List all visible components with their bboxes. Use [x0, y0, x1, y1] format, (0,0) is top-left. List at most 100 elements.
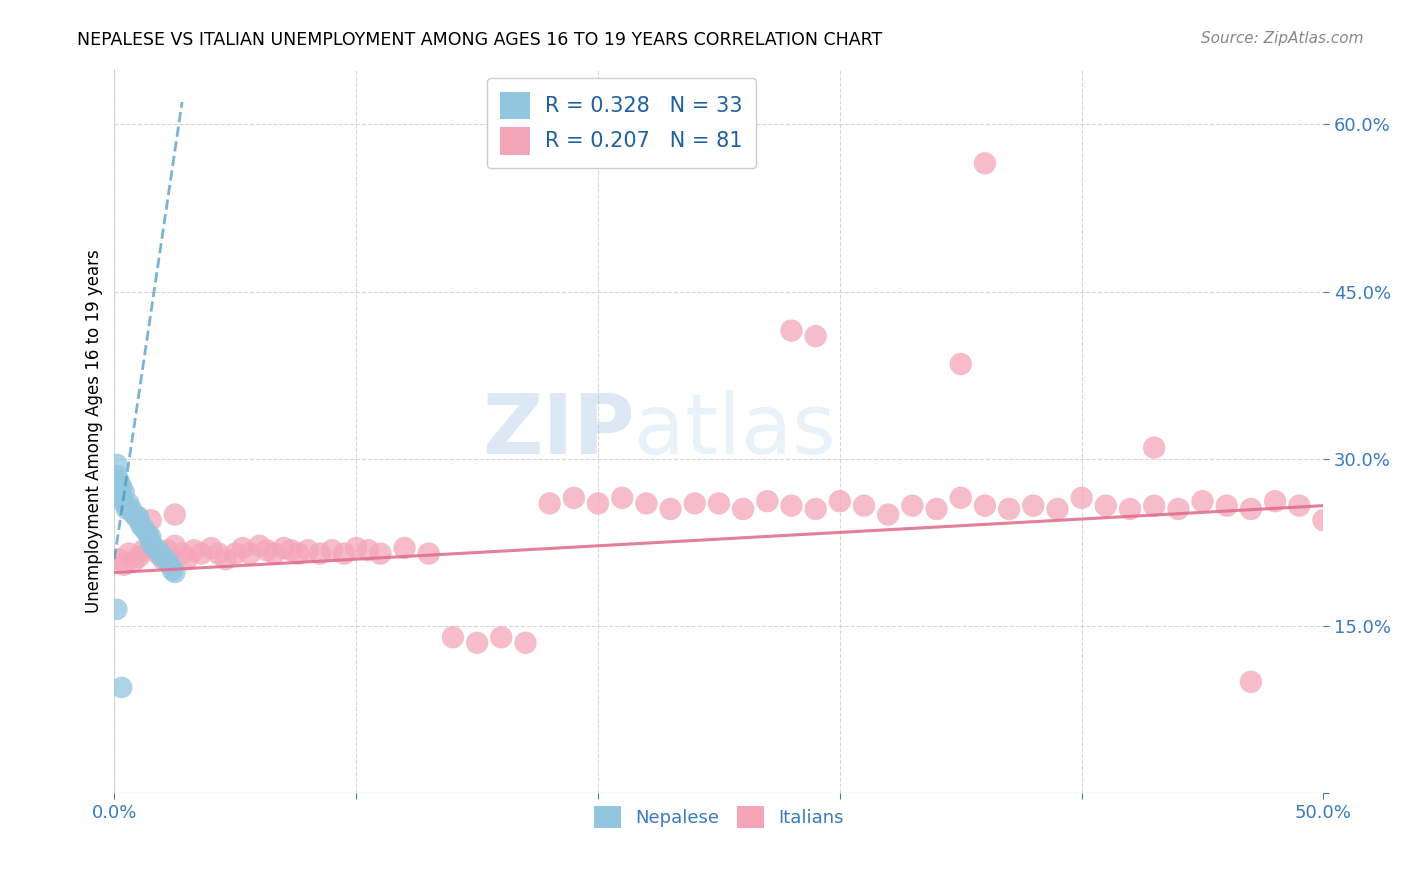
Point — [780, 324, 803, 338]
Point — [112, 485, 135, 500]
Point — [949, 491, 972, 505]
Point — [877, 508, 900, 522]
Point — [152, 549, 174, 564]
Point — [156, 543, 179, 558]
Point — [733, 502, 755, 516]
Point — [344, 541, 367, 555]
Point — [183, 543, 205, 558]
Point — [152, 552, 174, 566]
Point — [176, 552, 198, 566]
Point — [804, 329, 827, 343]
Point — [125, 509, 148, 524]
Point — [111, 681, 134, 695]
Point — [159, 558, 181, 572]
Point — [418, 547, 440, 561]
Point — [297, 543, 319, 558]
Point — [146, 543, 169, 558]
Point — [142, 539, 165, 553]
Point — [105, 458, 128, 472]
Point — [828, 494, 851, 508]
Point — [901, 499, 924, 513]
Point — [112, 558, 135, 572]
Point — [370, 547, 392, 561]
Point — [128, 549, 150, 564]
Point — [465, 636, 488, 650]
Point — [163, 539, 186, 553]
Point — [128, 509, 150, 524]
Point — [1095, 499, 1118, 513]
Text: Source: ZipAtlas.com: Source: ZipAtlas.com — [1201, 31, 1364, 46]
Point — [115, 502, 138, 516]
Point — [249, 539, 271, 553]
Point — [1215, 499, 1237, 513]
Point — [974, 499, 997, 513]
Point — [273, 541, 295, 555]
Point — [135, 524, 157, 539]
Point — [853, 499, 876, 513]
Point — [949, 357, 972, 371]
Point — [112, 496, 135, 510]
Point — [136, 527, 159, 541]
Point — [1240, 502, 1263, 516]
Point — [153, 552, 176, 566]
Point — [200, 541, 222, 555]
Point — [1288, 499, 1310, 513]
Point — [925, 502, 948, 516]
Point — [321, 543, 343, 558]
Point — [105, 468, 128, 483]
Point — [111, 480, 134, 494]
Point — [357, 543, 380, 558]
Point — [108, 485, 131, 500]
Point — [139, 513, 162, 527]
Point — [804, 502, 827, 516]
Point — [118, 496, 141, 510]
Point — [146, 547, 169, 561]
Point — [491, 630, 513, 644]
Point — [333, 547, 356, 561]
Point — [1312, 513, 1334, 527]
Point — [163, 508, 186, 522]
Point — [1119, 502, 1142, 516]
Point — [156, 554, 179, 568]
Point — [280, 543, 302, 558]
Point — [256, 543, 278, 558]
Point — [139, 541, 162, 555]
Point — [1264, 494, 1286, 508]
Point — [287, 547, 309, 561]
Point — [118, 547, 141, 561]
Point — [659, 502, 682, 516]
Point — [108, 552, 131, 566]
Point — [232, 541, 254, 555]
Point — [1070, 491, 1092, 505]
Point — [190, 547, 212, 561]
Point — [132, 521, 155, 535]
Point — [132, 543, 155, 558]
Point — [586, 496, 609, 510]
Point — [998, 502, 1021, 516]
Text: ZIP: ZIP — [482, 391, 634, 472]
Point — [1046, 502, 1069, 516]
Point — [636, 496, 658, 510]
Point — [1191, 494, 1213, 508]
Point — [239, 547, 262, 561]
Point — [612, 491, 634, 505]
Y-axis label: Unemployment Among Ages 16 to 19 years: Unemployment Among Ages 16 to 19 years — [86, 249, 103, 613]
Point — [263, 547, 285, 561]
Point — [122, 554, 145, 568]
Text: NEPALESE VS ITALIAN UNEMPLOYMENT AMONG AGES 16 TO 19 YEARS CORRELATION CHART: NEPALESE VS ITALIAN UNEMPLOYMENT AMONG A… — [77, 31, 883, 49]
Point — [707, 496, 730, 510]
Legend: Nepalese, Italians: Nepalese, Italians — [586, 798, 852, 835]
Point — [538, 496, 561, 510]
Point — [1167, 502, 1189, 516]
Point — [974, 156, 997, 170]
Point — [562, 491, 585, 505]
Point — [756, 494, 779, 508]
Point — [1022, 499, 1045, 513]
Point — [172, 547, 194, 561]
Point — [139, 530, 162, 544]
Point — [309, 547, 332, 561]
Point — [441, 630, 464, 644]
Point — [108, 474, 131, 488]
Point — [129, 518, 152, 533]
Point — [145, 541, 167, 555]
